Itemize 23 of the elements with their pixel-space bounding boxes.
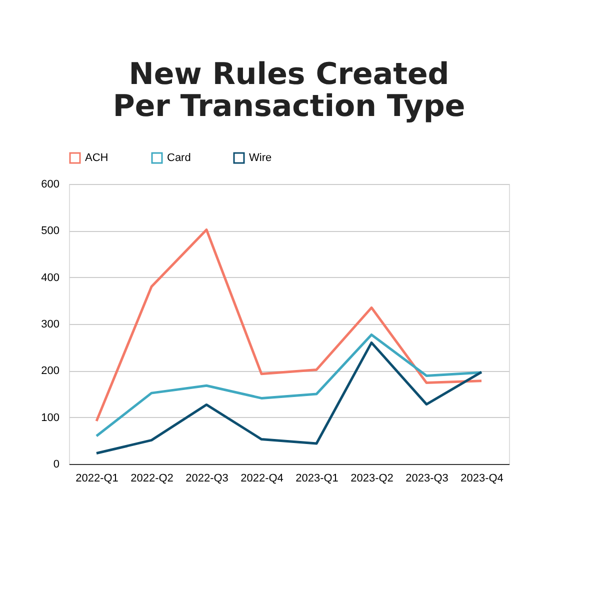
x-tick-label: 2023-Q2: [350, 472, 394, 484]
y-tick-label: 500: [41, 225, 60, 238]
legend-label: Wire: [249, 152, 272, 164]
line-series: [95, 333, 483, 438]
text: Per Transaction Type: [112, 89, 466, 124]
x-tick-label: 2023-Q1: [296, 472, 338, 484]
x-tick-label: 2023-Q4: [460, 472, 504, 484]
x-tick-label: 2022-Q3: [186, 472, 228, 484]
y-tick-label: 0: [53, 458, 60, 470]
legend-label: ACH: [85, 152, 108, 164]
text: New Rules Created: [128, 57, 450, 92]
y-tick-label: 100: [41, 412, 60, 424]
legend-label: Card: [167, 152, 191, 164]
x-tick-label: 2022-Q4: [240, 472, 284, 484]
y-tick-label: 200: [41, 365, 60, 378]
y-tick-label: 300: [41, 318, 60, 330]
line-series: [95, 341, 483, 455]
y-tick-label: 400: [41, 272, 60, 284]
line-series: [95, 228, 483, 422]
y-tick-label: 600: [41, 178, 60, 190]
x-tick-label: 2023-Q3: [406, 472, 448, 484]
x-tick-label: 2022-Q2: [130, 472, 174, 484]
x-tick-label: 2022-Q1: [76, 472, 118, 484]
